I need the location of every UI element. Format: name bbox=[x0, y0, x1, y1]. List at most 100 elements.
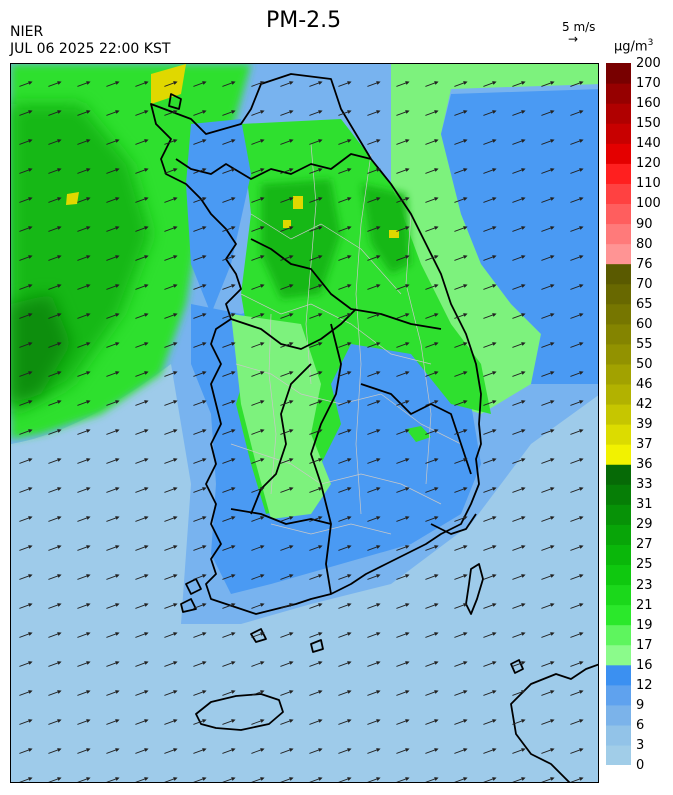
wind-arrow bbox=[164, 516, 178, 522]
wind-arrow bbox=[280, 284, 294, 290]
wind-arrow bbox=[48, 516, 62, 522]
wind-arrow bbox=[512, 748, 526, 754]
island-south-2 bbox=[310, 639, 324, 653]
wind-arrow bbox=[483, 690, 497, 696]
wind-arrow bbox=[367, 777, 381, 782]
wind-arrow bbox=[338, 110, 352, 116]
wind-arrow bbox=[338, 603, 352, 609]
wind-arrow bbox=[483, 661, 497, 667]
wind-arrow bbox=[48, 110, 62, 116]
wind-arrow bbox=[338, 661, 352, 667]
wind-arrow bbox=[135, 690, 149, 696]
wind-arrow bbox=[48, 661, 62, 667]
wind-arrow bbox=[48, 574, 62, 580]
wind-arrow bbox=[483, 110, 497, 116]
wind-arrow bbox=[338, 313, 352, 319]
wind-arrow bbox=[135, 139, 149, 145]
east-sea-clean-region bbox=[441, 89, 598, 384]
wind-arrow bbox=[512, 777, 526, 782]
wind-arrow bbox=[570, 661, 584, 667]
legend-tick-label: 9 bbox=[636, 697, 645, 713]
wind-arrow bbox=[396, 748, 410, 754]
wind-arrow bbox=[193, 255, 207, 261]
wind-arrow bbox=[222, 371, 236, 377]
wind-arrow bbox=[425, 197, 439, 203]
legend-swatch bbox=[606, 203, 631, 225]
wind-arrow bbox=[425, 574, 439, 580]
legend-swatch bbox=[606, 424, 631, 445]
wind-arrow bbox=[454, 371, 468, 377]
wind-arrow bbox=[454, 574, 468, 580]
wind-arrow bbox=[338, 516, 352, 522]
wind-arrow bbox=[570, 226, 584, 232]
wind-arrow bbox=[135, 516, 149, 522]
wind-arrow bbox=[512, 197, 526, 203]
wind-arrow bbox=[77, 313, 91, 319]
wind-arrow bbox=[135, 545, 149, 551]
wind-arrow bbox=[396, 661, 410, 667]
wind-arrow bbox=[338, 400, 352, 406]
wind-arrow bbox=[77, 284, 91, 290]
wind-arrow bbox=[135, 110, 149, 116]
wind-arrow bbox=[570, 458, 584, 464]
legend-tick-label: 21 bbox=[636, 597, 653, 613]
wind-arrow bbox=[164, 458, 178, 464]
wind-arrow bbox=[106, 719, 120, 725]
wind-arrow bbox=[454, 313, 468, 319]
wind-arrow bbox=[48, 226, 62, 232]
wind-arrow bbox=[483, 545, 497, 551]
wind-arrow bbox=[425, 371, 439, 377]
wind-arrow bbox=[396, 197, 410, 203]
wind-arrow bbox=[164, 429, 178, 435]
province-border-5 bbox=[360, 383, 472, 475]
wind-arrow bbox=[222, 516, 236, 522]
legend-tick-label: 19 bbox=[636, 617, 653, 633]
wind-arrow bbox=[106, 487, 120, 493]
wind-arrow bbox=[425, 661, 439, 667]
wind-arrow bbox=[77, 748, 91, 754]
wind-arrow bbox=[164, 632, 178, 638]
wind-scale-arrow-icon: → bbox=[568, 32, 579, 46]
wind-arrow bbox=[106, 429, 120, 435]
wind-arrow bbox=[280, 197, 294, 203]
wind-arrow bbox=[19, 458, 33, 464]
legend-swatch bbox=[606, 684, 631, 706]
wind-arrow bbox=[193, 139, 207, 145]
legend-swatch bbox=[606, 664, 631, 686]
wind-arrow bbox=[541, 110, 555, 116]
legend-tick-label: 6 bbox=[636, 717, 645, 733]
wind-arrow bbox=[135, 197, 149, 203]
wind-arrow bbox=[48, 168, 62, 174]
wind-arrow bbox=[19, 371, 33, 377]
wind-arrow bbox=[541, 545, 555, 551]
wind-arrow bbox=[19, 545, 33, 551]
wind-arrow bbox=[425, 400, 439, 406]
legend-tick-label: 37 bbox=[636, 437, 653, 453]
wind-arrow bbox=[48, 342, 62, 348]
wind-arrow bbox=[222, 661, 236, 667]
wind-arrow bbox=[280, 719, 294, 725]
legend-tick-label: 36 bbox=[636, 457, 653, 473]
wind-arrow bbox=[338, 719, 352, 725]
wind-arrow bbox=[454, 226, 468, 232]
wind-arrow bbox=[541, 255, 555, 261]
wind-arrow bbox=[367, 690, 381, 696]
legend-tick-label: 160 bbox=[636, 96, 661, 112]
island-east bbox=[510, 659, 524, 674]
wind-arrow bbox=[512, 458, 526, 464]
legend-swatch bbox=[606, 243, 631, 265]
wind-arrow bbox=[512, 574, 526, 580]
legend-tick-label: 27 bbox=[636, 537, 653, 553]
wind-arrow bbox=[222, 81, 236, 87]
wind-arrow bbox=[135, 400, 149, 406]
wind-arrow bbox=[454, 284, 468, 290]
wind-scale-label: 5 m/s bbox=[562, 20, 596, 34]
east-china-sea-island bbox=[168, 93, 182, 110]
wind-arrow bbox=[367, 458, 381, 464]
wind-arrow bbox=[193, 226, 207, 232]
wind-arrow bbox=[396, 226, 410, 232]
wind-arrow bbox=[135, 313, 149, 319]
wind-arrow bbox=[483, 81, 497, 87]
wind-arrow bbox=[251, 371, 265, 377]
wind-arrow bbox=[164, 226, 178, 232]
